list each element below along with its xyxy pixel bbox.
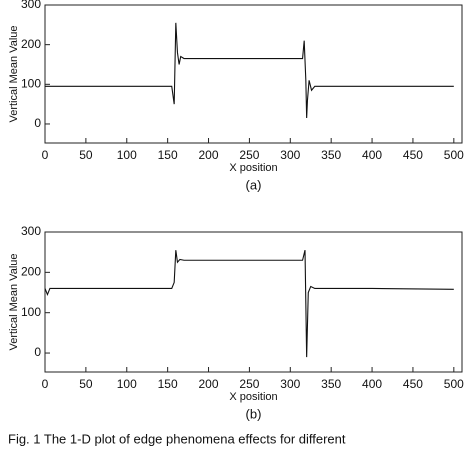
x-tick-label: 50 [79, 148, 93, 162]
x-tick-label: 350 [321, 377, 341, 391]
figure-caption: Fig. 1 The 1-D plot of edge phenomena ef… [8, 431, 346, 446]
x-tick-label: 350 [321, 148, 341, 162]
x-tick-label: 250 [239, 377, 259, 391]
y-tick-label: 100 [21, 305, 41, 319]
y-axis-label: Vertical Mean Value [8, 253, 20, 350]
x-tick-label: 0 [42, 377, 49, 391]
x-tick-label: 100 [117, 377, 137, 391]
x-tick-label: 400 [362, 148, 382, 162]
y-tick-label: 200 [21, 265, 41, 279]
data-line [45, 22, 454, 119]
x-tick-label: 400 [362, 377, 382, 391]
y-tick-label: 300 [21, 0, 41, 11]
x-tick-label: 300 [280, 148, 300, 162]
panel-label: (a) [246, 177, 262, 192]
plot-frame [44, 231, 463, 373]
x-tick-label: 450 [403, 377, 423, 391]
y-tick-label: 300 [21, 224, 41, 238]
y-axis-label: Vertical Mean Value [8, 25, 20, 122]
x-tick-label: 500 [444, 377, 464, 391]
x-tick-label: 150 [158, 377, 178, 391]
plot-frame [44, 4, 463, 144]
x-tick-label: 200 [199, 148, 219, 162]
panel-label: (b) [246, 406, 262, 421]
y-tick-label: 0 [34, 116, 41, 130]
x-tick-label: 300 [280, 377, 300, 391]
x-tick-label: 200 [199, 377, 219, 391]
y-tick-label: 200 [21, 37, 41, 51]
x-tick-label: 250 [239, 148, 259, 162]
x-tick-label: 500 [444, 148, 464, 162]
x-axis-label: X position [229, 162, 277, 174]
x-tick-label: 450 [403, 148, 423, 162]
x-tick-label: 50 [79, 377, 93, 391]
data-line [44, 250, 454, 358]
x-tick-label: 150 [158, 148, 178, 162]
x-axis-label: X position [229, 391, 277, 403]
x-tick-label: 0 [42, 148, 49, 162]
y-tick-label: 0 [34, 345, 41, 359]
x-tick-label: 100 [117, 148, 137, 162]
y-tick-label: 100 [21, 76, 41, 90]
